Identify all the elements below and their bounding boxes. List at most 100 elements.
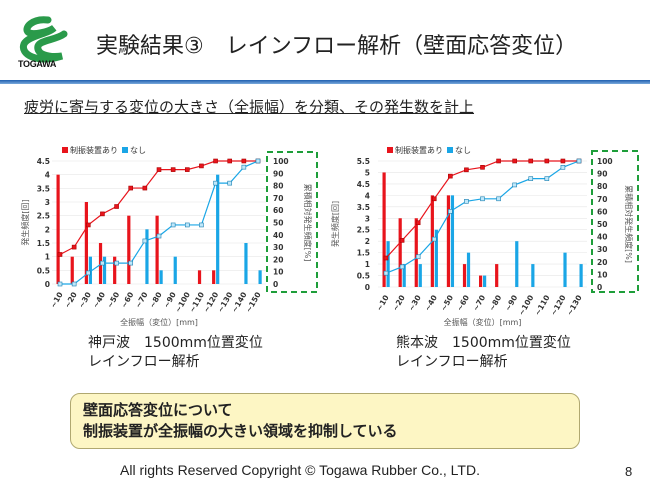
cumulative-marker [544, 158, 550, 164]
page-title: 実験結果③ レインフロー解析（壁面応答変位） [96, 34, 578, 59]
y2-tick-label: 20 [273, 255, 283, 264]
x-tick-label: ~40 [91, 291, 107, 310]
y2-tick-label: 20 [597, 258, 607, 267]
x-tick-label: ~70 [133, 291, 149, 310]
kobe-chart: 0 0.5 1 1.5 2 2.5 3 3.5 4 4.5 0 10 20 30 40 50 60 70 80 90 1… [20, 145, 318, 327]
x-tick-label: ~30 [407, 294, 423, 313]
cumulative-marker [512, 182, 517, 188]
cumulative-marker [448, 173, 453, 179]
y-tick-label: 0 [45, 280, 50, 289]
bar-with-damper [462, 264, 467, 287]
cumulative-marker [528, 158, 534, 164]
caption-line: 神戸波 1500mm位置変位 [88, 335, 263, 351]
y-tick-label: 3 [365, 214, 370, 223]
secondary-axis-box [591, 150, 639, 293]
cumulative-marker [199, 163, 204, 169]
copyright-footer: All rights Reserved Copyright © Togawa R… [120, 462, 480, 478]
cumulative-marker [560, 164, 566, 170]
bar-without-damper [418, 264, 422, 287]
cumulative-marker [213, 180, 218, 186]
bar-with-damper [446, 195, 451, 287]
bar-with-damper [84, 202, 88, 284]
legend-label: 制振装置あり [395, 145, 443, 155]
cumulative-marker [431, 196, 437, 202]
cumulative-marker [383, 255, 389, 261]
y2-tick-label: 0 [597, 283, 602, 292]
x-tick-label: ~30 [77, 291, 93, 310]
x-tick-label: ~90 [503, 294, 519, 313]
x-tick-label: ~50 [105, 291, 121, 310]
cumulative-marker [227, 158, 233, 164]
bar-with-damper [127, 215, 131, 284]
bar-without-damper [173, 256, 177, 284]
logo-text: TOGAWA [18, 59, 57, 69]
cumulative-marker [71, 244, 77, 250]
cumulative-marker [156, 167, 162, 172]
legend-swatch [387, 147, 393, 153]
conclusion-line: 制振装置が全振幅の大きい領域を抑制している [83, 422, 398, 440]
conclusion-box: 壁面応答変位について 制振装置が全振幅の大きい領域を抑制している [70, 393, 580, 449]
y-tick-label: 3 [45, 198, 50, 207]
bar-without-damper [579, 264, 583, 287]
cumulative-marker [399, 264, 405, 270]
y-tick-label: 2.5 [357, 226, 370, 235]
caption-line: レインフロー解析 [88, 354, 200, 370]
cumulative-marker [241, 164, 247, 170]
x-tick-label: ~80 [487, 294, 503, 313]
cumulative-marker [415, 254, 421, 260]
cumulative-marker [544, 176, 550, 181]
y2-tick-label: 100 [273, 157, 289, 166]
cumulative-marker [560, 158, 566, 164]
y-axis-title: 発生頻度[回] [330, 201, 340, 247]
page-number: 8 [625, 464, 633, 479]
bar-with-damper [113, 256, 117, 284]
cumulative-line [59, 160, 258, 256]
legend-label: 制振装置あり [70, 145, 118, 155]
cumulative-marker [480, 164, 485, 170]
cumulative-marker [512, 158, 517, 164]
bar-with-damper [70, 256, 74, 284]
cumulative-marker [57, 252, 63, 257]
y-tick-label: 3.5 [357, 203, 370, 212]
x-tick-label: ~20 [391, 294, 407, 313]
togawa-logo [19, 16, 68, 63]
y2-tick-label: 50 [597, 220, 607, 229]
bar-without-damper [402, 264, 406, 287]
y2-tick-label: 40 [597, 233, 607, 242]
y2-axis-title: 累積相対発生頻度[%] [303, 184, 313, 262]
bar-without-damper [515, 241, 519, 287]
cumulative-marker [464, 199, 469, 204]
x-tick-label: ~10 [49, 291, 65, 310]
conclusion-line: 壁面応答変位について [83, 401, 233, 419]
y-tick-label: 1.5 [37, 239, 50, 248]
x-axis-title: 全振幅（変位）[mm] [120, 317, 198, 327]
bar-without-damper [450, 195, 455, 287]
y-tick-label: 2 [45, 225, 50, 234]
legend-swatch [122, 147, 128, 153]
y-tick-label: 2 [365, 237, 370, 246]
bar-with-damper [212, 270, 216, 284]
cumulative-marker [85, 270, 91, 276]
y2-tick-label: 0 [273, 280, 278, 289]
cumulative-marker [399, 238, 405, 243]
y2-tick-label: 80 [597, 182, 607, 191]
bar-without-damper [159, 270, 163, 284]
cumulative-marker [114, 204, 119, 209]
caption-line: レインフロー解析 [396, 354, 508, 370]
header-divider [0, 80, 650, 84]
cumulative-marker [184, 222, 190, 228]
x-tick-label: ~10 [375, 294, 391, 313]
cumulative-marker [448, 209, 453, 214]
y2-tick-label: 70 [273, 194, 283, 203]
y2-tick-label: 30 [597, 245, 607, 254]
cumulative-marker [431, 236, 437, 242]
cumulative-marker [156, 233, 162, 239]
bar-without-damper [102, 256, 107, 284]
y-tick-label: 5.5 [357, 157, 370, 166]
cumulative-marker [255, 158, 261, 164]
y2-tick-label: 90 [273, 169, 283, 178]
x-axis-title: 全振幅（変位）[mm] [444, 317, 522, 327]
cumulative-marker [57, 281, 63, 287]
y-tick-label: 3.5 [37, 184, 50, 193]
y-tick-label: 2.5 [37, 212, 50, 221]
